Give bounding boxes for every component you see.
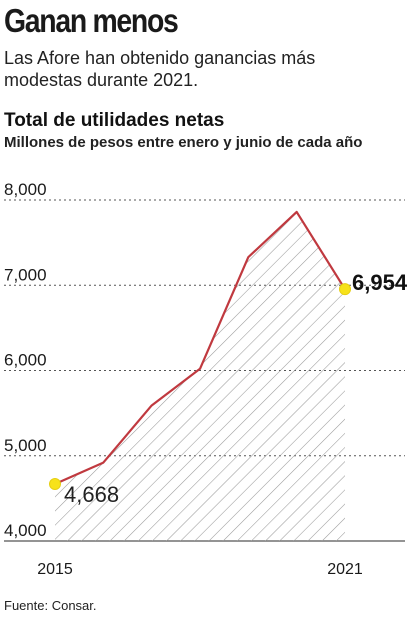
y-tick-label: 8,000: [4, 180, 47, 199]
y-tick-label: 6,000: [4, 351, 47, 370]
data-label: 6,954: [352, 270, 408, 295]
y-tick-label: 4,000: [4, 521, 47, 540]
x-tick-label: 2021: [327, 561, 363, 578]
subheadline: Las Afore han obtenido ganancias más mod…: [4, 48, 316, 90]
series-line-path: [54, 210, 346, 486]
highlight-points: [49, 283, 351, 491]
chart-subtitle: Millones de pesos entre enero y junio de…: [4, 134, 363, 151]
hatched-area: [55, 211, 345, 541]
y-tick-label: 7,000: [4, 265, 47, 284]
series-line: [54, 210, 346, 486]
data-label: 4,668: [64, 482, 119, 507]
source-note: Fuente: Consar.: [4, 598, 97, 613]
headline: Ganan menos: [4, 2, 179, 39]
tick-and-data-labels: 8,000 7,000 6,000 5,000 4,000 4,668 6,954 2015 2…: [4, 180, 408, 578]
x-tick-label: 2015: [37, 561, 73, 578]
y-tick-label: 5,000: [4, 436, 47, 455]
chart-title: Total de utilidades netas: [4, 110, 225, 131]
highlight-point: [49, 478, 61, 491]
area-fill: [55, 211, 345, 541]
highlight-point: [339, 283, 351, 296]
